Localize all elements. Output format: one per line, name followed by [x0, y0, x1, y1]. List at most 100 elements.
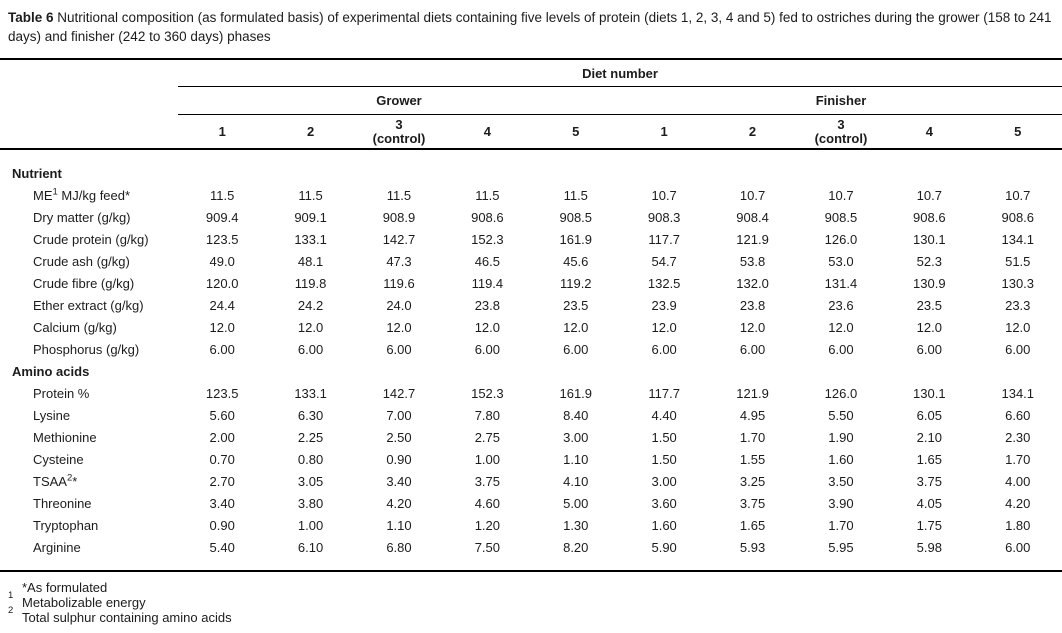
diet-column-number: 5 — [572, 123, 580, 139]
value-cell: 134.1 — [1001, 385, 1035, 401]
value-cell: 6.00 — [297, 341, 324, 357]
diet-column-header: 4 — [443, 114, 532, 150]
value-cell: 23.9 — [651, 297, 677, 313]
value-cell: 10.7 — [1005, 187, 1031, 203]
value-cell: 126.0 — [824, 231, 858, 247]
table-row: TSAA2* 2.70 3.05 3.40 3.75 4.10 3.00 3.25 3.50 3.… — [0, 470, 1062, 492]
value-cell: 6.10 — [297, 539, 324, 555]
value-cell: 1.10 — [563, 451, 589, 467]
value-cell: 8.20 — [563, 539, 589, 555]
value-cell: 12.0 — [828, 319, 854, 335]
value-cell: 23.5 — [916, 297, 942, 313]
table-body: Nutrient ME1 MJ/kg feed* 11.5 11.5 11.5 11.5 1… — [0, 149, 1062, 572]
header-spacer-cell — [0, 58, 178, 87]
header-spacer-cell — [0, 114, 178, 150]
diet-number-header: Diet number — [178, 58, 1062, 87]
value-cell: 6.00 — [474, 341, 501, 357]
value-cell: 3.75 — [916, 473, 942, 489]
value-cell: 52.3 — [916, 253, 942, 269]
diet-column-number: 4 — [483, 123, 491, 139]
value-cell: 117.7 — [648, 231, 680, 247]
diet-column-header: 5 — [531, 114, 620, 150]
superscript: 2 — [66, 472, 73, 484]
value-cell: 4.05 — [916, 495, 942, 511]
value-cell: 6.00 — [828, 341, 854, 357]
finisher-header: Finisher — [619, 86, 1062, 115]
value-cell: 2.75 — [474, 429, 501, 445]
table-row: Phosphorus (g/kg) 6.00 6.00 6.00 6.00 6.00 6.0… — [0, 338, 1062, 360]
value-cell: 5.98 — [916, 539, 942, 555]
value-cell: 1.75 — [916, 517, 942, 533]
value-cell: 3.05 — [297, 473, 324, 489]
value-cell: 6.05 — [916, 407, 942, 423]
value-cell: 2.25 — [297, 429, 324, 445]
row-label: Calcium (g/kg) — [33, 319, 117, 335]
value-cell: 119.2 — [559, 275, 592, 291]
value-cell: 3.40 — [209, 495, 235, 511]
value-cell: 4.20 — [386, 495, 412, 511]
value-cell: 119.6 — [383, 275, 415, 291]
diet-column-number: 2 — [748, 123, 757, 139]
diet-column-number: 5 — [1014, 123, 1022, 139]
value-cell: 12.0 — [563, 319, 589, 335]
spacer-cell — [0, 149, 1062, 162]
value-cell: 4.95 — [739, 407, 766, 423]
value-cell: 130.9 — [913, 275, 946, 291]
value-cell: 908.6 — [913, 209, 946, 225]
value-cell: 7.50 — [474, 539, 501, 555]
value-cell: 10.7 — [651, 187, 677, 203]
value-cell: 8.40 — [563, 407, 589, 423]
value-cell: 12.0 — [739, 319, 766, 335]
row-label: Tryptophan — [33, 517, 99, 533]
value-cell: 5.93 — [739, 539, 766, 555]
row-label: Crude protein (g/kg) — [33, 231, 149, 247]
footnotes: *As formulated 1 Metabolizable energy 2 Tota… — [8, 580, 1062, 625]
row-label: Phosphorus (g/kg) — [33, 341, 140, 357]
value-cell: 119.8 — [294, 275, 327, 291]
value-cell: 6.00 — [916, 341, 942, 357]
value-cell: 12.0 — [916, 319, 942, 335]
value-cell: 2.30 — [1005, 429, 1031, 445]
value-cell: 1.65 — [916, 451, 942, 467]
value-cell: 161.9 — [559, 385, 593, 401]
diet-column-header: 5 — [973, 114, 1062, 150]
value-cell: 46.5 — [474, 253, 501, 269]
value-cell: 908.4 — [736, 209, 769, 225]
row-label: Threonine — [33, 495, 92, 511]
value-cell: 0.80 — [297, 451, 324, 467]
value-cell: 3.75 — [739, 495, 766, 511]
value-cell: 152.3 — [471, 231, 504, 247]
phase-row: Grower Finisher — [0, 86, 1062, 115]
spacer-row — [0, 558, 1062, 572]
section-header: Nutrient — [12, 165, 62, 181]
diet-column-subtext: (control) — [372, 130, 426, 146]
value-cell: 1.70 — [739, 429, 766, 445]
table-caption: Table 6 Nutritional composition (as form… — [8, 8, 1056, 46]
diet-column-header: 3 (control) — [354, 114, 444, 150]
footnote-text: *As formulated — [22, 580, 108, 595]
value-cell: 133.1 — [294, 385, 327, 401]
value-cell: 5.60 — [209, 407, 235, 423]
nutrition-table: Diet number Grower Finisher 1 2 3 (control)… — [0, 58, 1062, 572]
value-cell: 1.00 — [474, 451, 501, 467]
value-cell: 142.7 — [382, 231, 416, 247]
diet-column-number: 3 — [837, 116, 845, 132]
value-cell: 909.1 — [294, 209, 327, 225]
table-row: Protein % 123.5 133.1 142.7 152.3 161.9 117.7 1… — [0, 382, 1062, 404]
value-cell: 130.1 — [913, 385, 946, 401]
spacer-row — [0, 149, 1062, 162]
value-cell: 12.0 — [474, 319, 501, 335]
table-row: Arginine 5.40 6.10 6.80 7.50 8.20 5.90 5.93 5.95… — [0, 536, 1062, 558]
value-cell: 6.00 — [739, 341, 766, 357]
value-cell: 23.6 — [828, 297, 854, 313]
row-label: Crude ash (g/kg) — [33, 253, 130, 269]
value-cell: 23.8 — [739, 297, 766, 313]
value-cell: 132.0 — [736, 275, 769, 291]
value-cell: 5.90 — [651, 539, 677, 555]
value-cell: 12.0 — [209, 319, 235, 335]
table-row: Methionine 2.00 2.25 2.50 2.75 3.00 1.50 1.70 1.… — [0, 426, 1062, 448]
value-cell: 23.8 — [474, 297, 501, 313]
value-cell: 121.9 — [736, 231, 769, 247]
section-row: Amino acids — [0, 360, 1062, 382]
value-cell: 6.00 — [1005, 341, 1031, 357]
